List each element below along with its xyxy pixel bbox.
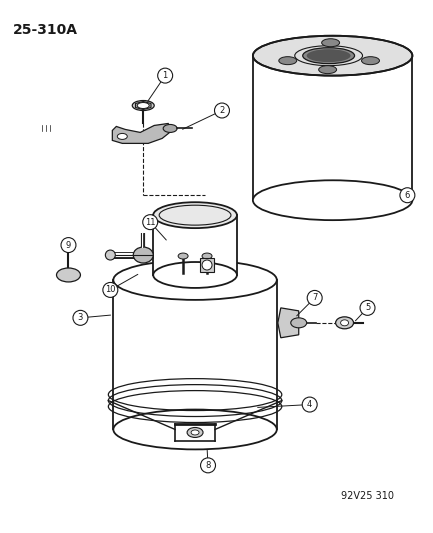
Polygon shape [278,308,299,338]
Ellipse shape [253,36,412,76]
Ellipse shape [187,427,203,438]
Text: 11: 11 [145,217,155,227]
Ellipse shape [202,253,212,259]
Polygon shape [112,124,172,143]
Ellipse shape [105,250,115,260]
Ellipse shape [253,180,412,220]
Ellipse shape [137,102,149,109]
Text: 8: 8 [205,461,211,470]
Ellipse shape [291,318,307,328]
Ellipse shape [132,101,154,110]
Ellipse shape [113,260,277,300]
Circle shape [214,103,229,118]
FancyBboxPatch shape [253,55,412,200]
Text: 6: 6 [405,191,410,200]
Circle shape [307,290,322,305]
Ellipse shape [362,56,379,64]
Ellipse shape [202,260,212,270]
FancyBboxPatch shape [153,215,237,275]
Circle shape [61,238,76,253]
Text: 7: 7 [312,293,317,302]
Ellipse shape [153,262,237,288]
Ellipse shape [191,430,199,435]
Text: 2: 2 [220,106,225,115]
Ellipse shape [307,49,351,62]
Ellipse shape [303,48,355,63]
Circle shape [200,458,216,473]
Ellipse shape [322,39,339,47]
Text: 4: 4 [307,400,312,409]
Polygon shape [136,101,151,109]
FancyBboxPatch shape [200,258,214,272]
Circle shape [73,310,88,325]
Circle shape [158,68,173,83]
Circle shape [103,282,118,297]
Text: 1: 1 [162,71,168,80]
Ellipse shape [113,409,277,449]
Ellipse shape [341,320,349,326]
Ellipse shape [319,66,336,74]
Ellipse shape [153,202,237,228]
Text: 3: 3 [78,313,83,322]
Ellipse shape [336,317,354,329]
Text: 5: 5 [365,303,370,312]
Circle shape [143,215,158,230]
Ellipse shape [57,268,81,282]
Ellipse shape [117,133,127,140]
Ellipse shape [279,56,297,64]
Ellipse shape [178,253,188,259]
Ellipse shape [163,125,177,132]
Circle shape [360,301,375,316]
FancyBboxPatch shape [113,280,277,430]
Circle shape [400,188,415,203]
Ellipse shape [133,247,153,263]
Text: 25-310A: 25-310A [13,23,78,37]
Text: 10: 10 [105,286,116,294]
Circle shape [302,397,317,412]
Text: 9: 9 [66,240,71,249]
Text: 92V25 310: 92V25 310 [342,491,394,501]
